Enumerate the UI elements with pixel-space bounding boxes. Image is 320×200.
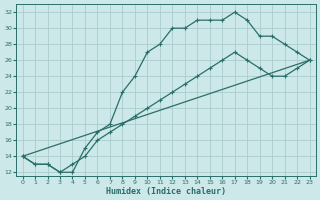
X-axis label: Humidex (Indice chaleur): Humidex (Indice chaleur) <box>106 187 226 196</box>
